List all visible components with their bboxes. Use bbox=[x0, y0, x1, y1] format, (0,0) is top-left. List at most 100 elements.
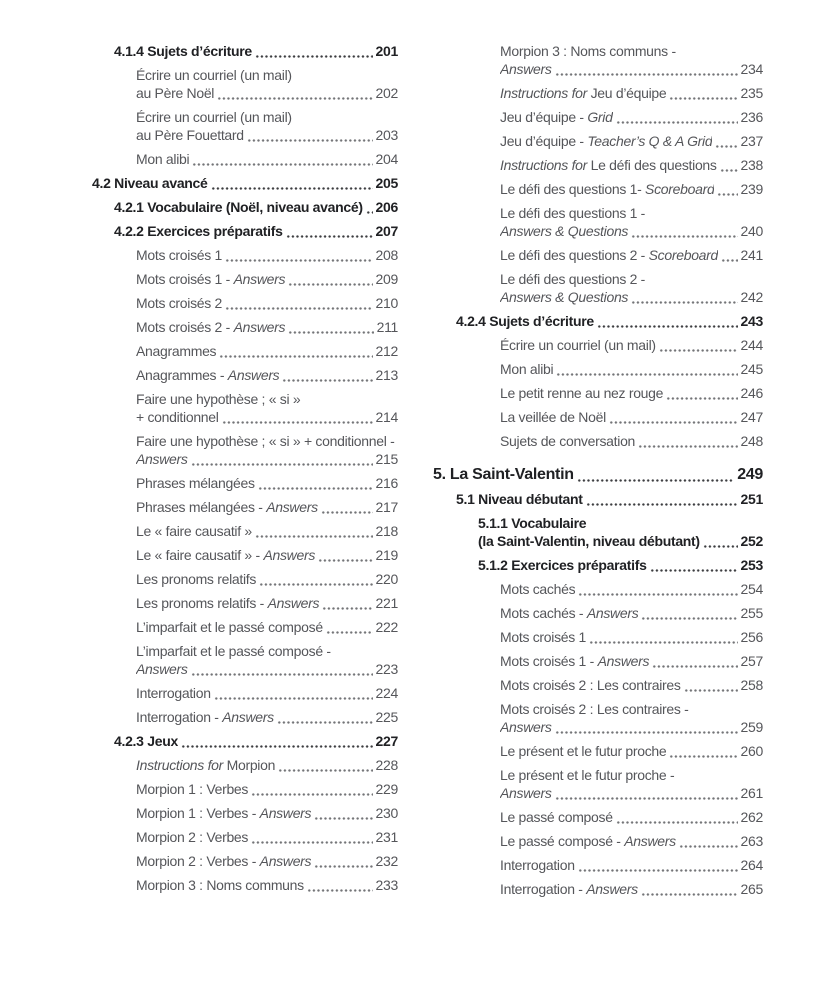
dot-leader bbox=[717, 193, 738, 196]
toc-entry-text-italic-segment: Answers bbox=[500, 61, 552, 77]
toc-entry-line: Jeu d’équipe - Teacher’s Q & A Grid 237 bbox=[500, 132, 763, 150]
toc-entry-text: Écrire un courriel (un mail) bbox=[136, 109, 292, 125]
toc-entry-text: au Père Noël bbox=[136, 84, 214, 102]
dot-leader bbox=[259, 583, 373, 586]
toc-entry-text: Sujets de conversation bbox=[500, 432, 635, 450]
toc-entry: Jeu d’équipe - Grid 236 bbox=[433, 108, 763, 126]
toc-entry: 5.1 Niveau débutant 251 bbox=[433, 490, 763, 508]
toc-entry-text-segment: Le défi des questions 1- bbox=[500, 181, 646, 197]
toc-entry-text-segment: Mots croisés 1 bbox=[500, 629, 587, 645]
page-number: 256 bbox=[740, 629, 764, 645]
toc-entry-line: Anagrammes - Answers 213 bbox=[136, 366, 398, 384]
page-number: 240 bbox=[740, 223, 764, 239]
page-number: 244 bbox=[740, 337, 764, 353]
toc-entry-text-segment: La veillée de Noël bbox=[500, 409, 606, 425]
toc-entry-text: Morpion 1 : Verbes bbox=[136, 780, 248, 798]
toc-entry-text: Le « faire causatif » - Answers bbox=[136, 546, 315, 564]
toc-entry-line: Morpion 2 : Verbes - Answers 232 bbox=[136, 852, 398, 870]
toc-entry: Mots cachés - Answers 255 bbox=[433, 604, 763, 622]
toc-entry-text: Les pronoms relatifs - Answers bbox=[136, 594, 319, 612]
toc-entry-line: Le défi des questions 2 - bbox=[500, 270, 763, 288]
toc-entry-text-segment: au Père Fouettard bbox=[136, 127, 244, 143]
toc-entry-text-segment: Phrases mélangées - bbox=[136, 499, 267, 515]
toc-entry: L’imparfait et le passé composé 222 bbox=[69, 618, 398, 636]
toc-entry: Interrogation 224 bbox=[69, 684, 398, 702]
toc-entry: Écrire un courriel (un mail) 244 bbox=[433, 336, 763, 354]
toc-entry-text-segment: Morpion 2 : Verbes - bbox=[136, 853, 260, 869]
toc-entry-line: Interrogation - Answers 225 bbox=[136, 708, 398, 726]
toc-entry-text-segment: Morpion bbox=[223, 757, 276, 773]
toc-entry: Morpion 1 : Verbes - Answers 230 bbox=[69, 804, 398, 822]
toc-entry-text-segment: Écrire un courriel (un mail) bbox=[136, 109, 292, 125]
toc-entry-text: Instructions for Morpion bbox=[136, 756, 275, 774]
toc-entry: 5.1.2 Exercices préparatifs 253 bbox=[433, 556, 763, 574]
toc-entry-line: 4.2.4 Sujets d’écriture 243 bbox=[456, 312, 763, 330]
toc-entry-line: 5. La Saint-Valentin 249 bbox=[433, 466, 763, 484]
toc-entry-text: Le défi des questions 1- Scoreboard bbox=[500, 180, 714, 198]
toc-entry-text: Faire une hypothèse ; « si » bbox=[136, 391, 301, 407]
toc-entry-line: Morpion 1 : Verbes - Answers 230 bbox=[136, 804, 398, 822]
toc-entry: Morpion 2 : Verbes 231 bbox=[69, 828, 398, 846]
toc-entry: 4.2.4 Sujets d’écriture 243 bbox=[433, 312, 763, 330]
toc-entry-text: Écrire un courriel (un mail) bbox=[500, 336, 656, 354]
toc-entry: L’imparfait et le passé composé - Answers… bbox=[69, 642, 398, 678]
dot-leader bbox=[190, 463, 373, 466]
toc-entry-text: Écrire un courriel (un mail) bbox=[136, 67, 292, 83]
dot-leader bbox=[631, 235, 738, 238]
toc-entry-text-segment: Le défi des questions 2 - bbox=[500, 247, 649, 263]
toc-entry-text-segment: Morpion 3 : Noms communs bbox=[136, 877, 304, 893]
toc-entry: Le défi des questions 1 - Answers & Quest… bbox=[433, 204, 763, 240]
toc-entry-text: Morpion 3 : Noms communs bbox=[136, 876, 304, 894]
dot-leader bbox=[608, 421, 738, 424]
toc-entry-text-segment: Interrogation - bbox=[136, 709, 223, 725]
dot-leader bbox=[641, 617, 738, 620]
toc-entry: Le « faire causatif » 218 bbox=[69, 522, 398, 540]
page-number: 210 bbox=[375, 295, 399, 311]
toc-entry-line: Faire une hypothèse ; « si » + condition… bbox=[136, 432, 398, 450]
toc-entry-text-segment: Mots croisés 1 - bbox=[136, 271, 234, 287]
toc-entry-text: Le « faire causatif » bbox=[136, 522, 252, 540]
toc-entry-text-segment: Le défi des questions 1 - bbox=[500, 205, 646, 221]
dot-leader bbox=[615, 121, 738, 124]
toc-entry-text-segment: 4.2.3 Jeux bbox=[114, 733, 178, 749]
toc-entry-line: Morpion 3 : Noms communs - bbox=[500, 42, 763, 60]
toc-entry-text: 4.1.4 Sujets d’écriture bbox=[114, 42, 252, 60]
toc-entry-line: Le défi des questions 1 - bbox=[500, 204, 763, 222]
toc-entry-text: Le petit renne au nez rouge bbox=[500, 384, 663, 402]
toc-entry-text: Mon alibi bbox=[500, 360, 553, 378]
toc-entry: Mots croisés 1 - Answers 257 bbox=[433, 652, 763, 670]
toc-entry-text: Le défi des questions 1 - bbox=[500, 205, 645, 221]
toc-entry-line: Answers 234 bbox=[500, 60, 763, 78]
toc-entry-text-italic-segment: Answers bbox=[597, 653, 650, 669]
toc-entry: 4.1.4 Sujets d’écriture 201 bbox=[69, 42, 398, 60]
toc-entry-text: Mots croisés 1 bbox=[136, 246, 222, 264]
toc-entry-text-segment: Morpion 1 : Verbes bbox=[136, 781, 249, 797]
toc-entry-line: Mots cachés - Answers 255 bbox=[500, 604, 763, 622]
toc-entry-line: Mots croisés 2 : Les contraires - bbox=[500, 700, 763, 718]
toc-entry-text-segment: Les pronoms relatifs - bbox=[136, 595, 268, 611]
page-number: 263 bbox=[740, 833, 764, 849]
dot-leader bbox=[254, 535, 373, 538]
toc-entry-text-segment: Le passé composé bbox=[500, 809, 613, 825]
toc-entry: Le présent et le futur proche 260 bbox=[433, 742, 763, 760]
dot-leader bbox=[578, 593, 738, 596]
toc-entry-line: Answers & Questions 240 bbox=[500, 222, 763, 240]
toc-entry-line: Phrases mélangées - Answers 217 bbox=[136, 498, 398, 516]
dot-leader bbox=[678, 845, 738, 848]
dot-leader bbox=[596, 325, 738, 328]
toc-entry-text-italic-segment: Answers & Questions bbox=[500, 223, 629, 239]
toc-entry-text: 5.1.1 Vocabulaire bbox=[478, 515, 587, 531]
page-number: 261 bbox=[740, 785, 764, 801]
dot-leader bbox=[683, 689, 738, 692]
toc-entry-text-segment: Jeu d’équipe - bbox=[500, 109, 588, 125]
toc-entry: Interrogation - Answers 225 bbox=[69, 708, 398, 726]
toc-entry-text-segment: Mots cachés bbox=[500, 581, 576, 597]
toc-entry-text: Mots cachés - Answers bbox=[500, 604, 638, 622]
dot-leader bbox=[318, 559, 373, 562]
toc-entry-text: L’imparfait et le passé composé - bbox=[136, 643, 331, 659]
toc-entry-text-segment: 4.2.1 Vocabulaire (Noël, niveau avancé) bbox=[114, 199, 363, 215]
toc-entry: Écrire un courriel (un mail) au Père Foue… bbox=[69, 108, 398, 144]
toc-entry-text-segment: Mots croisés 2 : Les contraires bbox=[500, 677, 681, 693]
toc-entry-text: Jeu d’équipe - Grid bbox=[500, 108, 613, 126]
toc-entry-text: Mots croisés 1 - Answers bbox=[136, 270, 285, 288]
